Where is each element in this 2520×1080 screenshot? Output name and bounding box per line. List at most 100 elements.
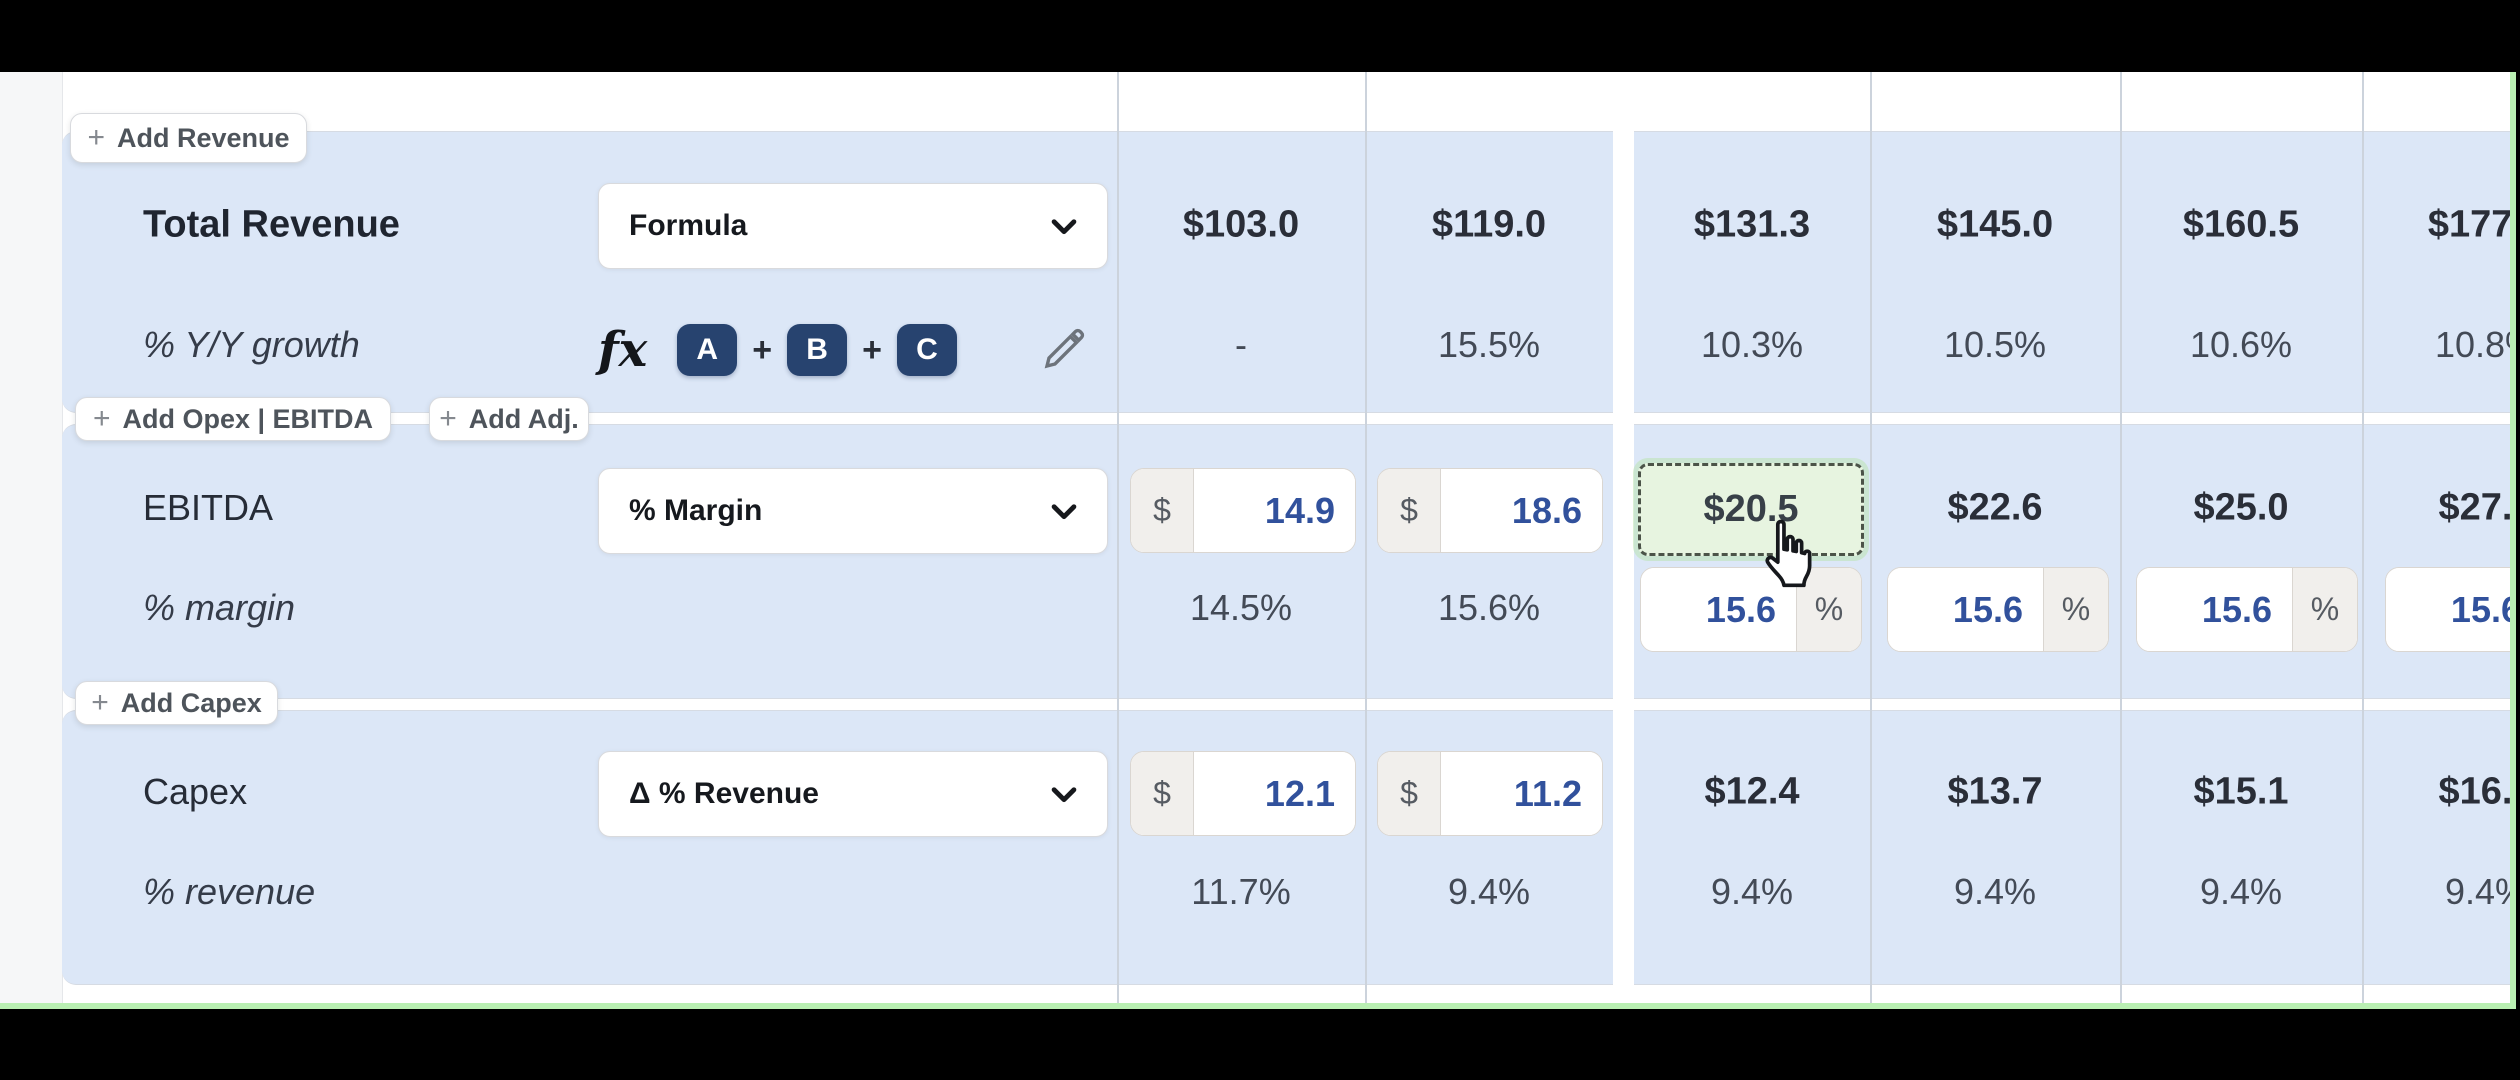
plus-operator: + [752, 330, 773, 369]
row-label-capex: Capex [143, 771, 248, 812]
cell-margin-y2[interactable]: 15.6% [1437, 587, 1541, 628]
percent-suffix: % [2292, 568, 2357, 651]
cell-growth-y5[interactable]: 10.6% [2189, 324, 2293, 365]
historical-forecast-separator [1613, 72, 1634, 1003]
dollar-prefix: $ [1131, 469, 1194, 552]
cell-revpct-y3[interactable]: 9.4% [1710, 871, 1794, 912]
model-table-viewport: + Add Revenue + Add Opex | EBITDA + Add … [0, 72, 2516, 1009]
dropdown-value: Formula [629, 209, 748, 242]
column-divider [1870, 72, 1872, 1003]
column-divider [2362, 72, 2364, 1003]
cell-capex-y4[interactable]: $13.7 [1947, 770, 2043, 813]
ebitda-input-y2[interactable]: $ [1377, 468, 1603, 553]
dollar-prefix: $ [1378, 752, 1441, 835]
column-divider [1365, 72, 1367, 1003]
plus-icon: + [439, 402, 457, 435]
add-revenue-label: Add Revenue [116, 122, 290, 153]
edit-pencil-icon[interactable] [1040, 321, 1088, 377]
column-divider [1117, 72, 1119, 1003]
cell-revpct-y2[interactable]: 9.4% [1447, 871, 1531, 912]
row-label-total-revenue: Total Revenue [143, 203, 400, 246]
margin-input-y6[interactable]: % [2385, 567, 2516, 652]
dropdown-value: Δ % Revenue [629, 777, 819, 810]
margin-value-field-y4[interactable] [1888, 568, 2043, 651]
cell-revenue-y3[interactable]: $131.3 [1693, 203, 1811, 246]
capex-value-field-y1[interactable] [1194, 752, 1355, 835]
cell-growth-y1[interactable]: - [1235, 324, 1247, 365]
margin-value-field-y6[interactable] [2386, 568, 2516, 651]
cell-revenue-y2[interactable]: $119.0 [1431, 203, 1547, 246]
percent-suffix: % [2043, 568, 2108, 651]
cell-growth-y6[interactable]: 10.8% [2434, 324, 2516, 365]
row-label-margin: % margin [143, 587, 296, 628]
margin-input-y5[interactable]: % [2136, 567, 2358, 652]
capex-input-y1[interactable]: $ [1130, 751, 1356, 836]
cell-revpct-y1[interactable]: 11.7% [1191, 871, 1291, 912]
add-opex-label: Add Opex | EBITDA [122, 403, 374, 434]
cell-capex-y5[interactable]: $15.1 [2193, 770, 2289, 813]
add-adj-button[interactable]: + Add Adj. [429, 397, 589, 441]
margin-value-field-y3[interactable] [1641, 568, 1796, 651]
dropdown-value: % Margin [629, 494, 763, 527]
cell-capex-y6[interactable]: $16.7 [2438, 770, 2516, 813]
add-capex-label: Add Capex [120, 687, 262, 718]
cell-revpct-y5[interactable]: 9.4% [2199, 871, 2283, 912]
left-gutter [0, 72, 63, 1009]
cell-growth-y4[interactable]: 10.5% [1943, 324, 2047, 365]
formula-chip-c[interactable]: C [896, 324, 957, 376]
chevron-down-icon [1051, 504, 1077, 520]
plus-icon: + [87, 121, 105, 154]
plus-icon: + [92, 402, 111, 435]
add-adj-label: Add Adj. [468, 403, 579, 434]
cell-revpct-y6[interactable]: 9.4% [2444, 871, 2516, 912]
row-label-revenue-pct: % revenue [143, 871, 316, 912]
cell-ebitda-y4[interactable]: $22.6 [1947, 486, 2043, 529]
ebitda-value-field-y2[interactable] [1441, 469, 1602, 552]
dollar-prefix: $ [1378, 469, 1441, 552]
capex-value-field-y2[interactable] [1441, 752, 1602, 835]
screenshare-border-bottom [0, 1003, 2516, 1009]
dollar-prefix: $ [1131, 752, 1194, 835]
capex-input-y2[interactable]: $ [1377, 751, 1603, 836]
cell-revenue-y5[interactable]: $160.5 [2182, 203, 2300, 246]
plus-operator: + [862, 330, 882, 369]
fx-icon: fx [598, 322, 648, 378]
ebitda-value-field-y1[interactable] [1194, 469, 1355, 552]
cell-revenue-y4[interactable]: $145.0 [1936, 203, 2054, 246]
add-capex-button[interactable]: + Add Capex [75, 681, 278, 725]
screenshare-border-right [2510, 72, 2516, 1009]
row-label-ebitda: EBITDA [143, 487, 274, 528]
ebitda-method-dropdown[interactable]: % Margin [598, 468, 1108, 554]
section-revenue [62, 131, 2513, 413]
margin-value-field-y5[interactable] [2137, 568, 2292, 651]
capex-method-dropdown[interactable]: Δ % Revenue [598, 751, 1108, 837]
column-divider [2120, 72, 2122, 1003]
formula-editor: fx A + B + C [598, 318, 957, 382]
cell-growth-y3[interactable]: 10.3% [1700, 324, 1804, 365]
formula-chip-a[interactable]: A [677, 324, 738, 376]
margin-input-y4[interactable]: % [1887, 567, 2109, 652]
chevron-down-icon [1051, 787, 1077, 803]
cell-revenue-y1[interactable]: $103.0 [1182, 203, 1300, 246]
highlighted-value: $20.5 [1703, 488, 1799, 530]
cell-ebitda-y5[interactable]: $25.0 [2193, 486, 2289, 529]
cell-growth-y2[interactable]: 15.5% [1437, 324, 1541, 365]
revenue-method-dropdown[interactable]: Formula [598, 183, 1108, 269]
add-opex-ebitda-button[interactable]: + Add Opex | EBITDA [75, 397, 391, 441]
cell-margin-y1[interactable]: 14.5% [1189, 587, 1293, 628]
add-revenue-button[interactable]: + Add Revenue [70, 113, 307, 163]
plus-icon: + [91, 686, 109, 719]
cell-revenue-y6[interactable]: $177.8 [2427, 203, 2516, 246]
cell-revpct-y4[interactable]: 9.4% [1953, 871, 2037, 912]
chevron-down-icon [1051, 219, 1077, 235]
percent-suffix: % [1796, 568, 1861, 651]
section-ebitda [62, 424, 2513, 699]
cell-capex-y3[interactable]: $12.4 [1704, 770, 1800, 813]
margin-input-y3[interactable]: % [1640, 567, 1862, 652]
ebitda-input-y1[interactable]: $ [1130, 468, 1356, 553]
cell-ebitda-y6[interactable]: $27.7 [2438, 486, 2516, 529]
ebitda-highlighted-cell-y3[interactable]: $20.5 [1638, 463, 1864, 556]
formula-chip-b[interactable]: B [787, 324, 848, 376]
row-label-yy-growth: % Y/Y growth [143, 324, 360, 365]
